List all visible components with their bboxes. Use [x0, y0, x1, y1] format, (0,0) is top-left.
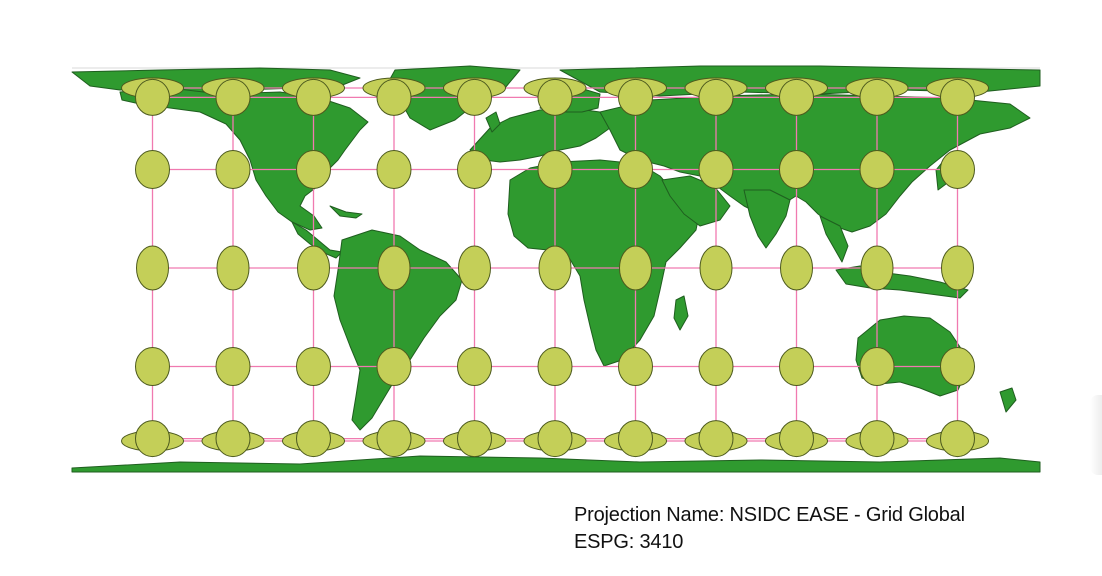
- tissot-ellipse: [215, 420, 251, 458]
- tissot-indicatrix-ellipses: [121, 77, 989, 458]
- new-zealand: [999, 387, 1017, 413]
- tissot-ellipse: [779, 150, 814, 189]
- tissot-ellipse: [376, 78, 412, 116]
- caribbean: [329, 205, 363, 219]
- tissot-ellipse: [537, 347, 573, 386]
- tissot-ellipse: [136, 245, 169, 291]
- southeast-asia: [819, 215, 849, 263]
- madagascar: [673, 295, 689, 331]
- europe: [469, 107, 611, 163]
- projection-name-label: Projection Name: NSIDC EASE - Grid Globa…: [574, 504, 965, 526]
- tissot-ellipse: [458, 245, 491, 291]
- tissot-ellipse: [537, 78, 573, 116]
- south-america: [333, 229, 463, 431]
- tissot-ellipse: [859, 78, 895, 116]
- projection-caption: Projection Name: NSIDC EASE - Grid Globa…: [574, 502, 965, 556]
- tissot-ellipse: [698, 347, 734, 386]
- tissot-ellipse: [296, 78, 331, 116]
- tissot-ellipse: [296, 420, 331, 458]
- tissot-ellipse: [698, 78, 734, 116]
- tissot-ellipse: [940, 347, 975, 386]
- tissot-ellipse: [457, 150, 492, 189]
- tissot-ellipse: [859, 420, 895, 458]
- tissot-ellipse: [538, 245, 572, 291]
- tissot-ellipse: [135, 347, 170, 386]
- tissot-ellipse: [780, 245, 813, 291]
- tissot-ellipse: [376, 150, 412, 189]
- tissot-ellipse: [699, 245, 733, 291]
- antarctica: [71, 455, 1041, 473]
- tissot-ellipse: [216, 245, 250, 291]
- tissot-ellipse: [940, 78, 975, 116]
- tissot-ellipse: [296, 347, 331, 386]
- india: [743, 189, 791, 249]
- tissot-ellipse: [619, 245, 652, 291]
- tissot-ellipse: [537, 150, 573, 189]
- tissot-ellipse: [457, 420, 492, 458]
- tissot-ellipse: [457, 347, 492, 386]
- tissot-ellipse: [618, 150, 653, 189]
- tissot-ellipse: [376, 347, 412, 386]
- tissot-ellipse: [779, 420, 814, 458]
- tissot-ellipse: [859, 150, 895, 189]
- tissot-ellipse: [537, 420, 573, 458]
- edge-shadow: [1090, 395, 1102, 475]
- tissot-ellipse: [618, 420, 653, 458]
- tissot-ellipse: [376, 420, 412, 458]
- projection-code-label: ESPG: 3410: [574, 531, 684, 553]
- tissot-ellipse: [135, 420, 170, 458]
- tissot-ellipse: [457, 78, 492, 116]
- tissot-ellipse: [135, 78, 170, 116]
- tissot-ellipse: [940, 420, 975, 458]
- tissot-ellipse: [215, 347, 251, 386]
- tissot-ellipse: [377, 245, 411, 291]
- tissot-ellipse: [618, 347, 653, 386]
- tissot-ellipse: [135, 150, 170, 189]
- tissot-ellipse: [941, 245, 974, 291]
- tissot-ellipse: [618, 78, 653, 116]
- continents: [71, 65, 1041, 473]
- tissot-ellipse: [297, 245, 330, 291]
- tissot-ellipse: [940, 150, 975, 189]
- central-america: [291, 221, 343, 259]
- tissot-ellipse: [215, 78, 251, 116]
- tissot-ellipse: [698, 420, 734, 458]
- tissot-ellipse: [215, 150, 251, 189]
- tissot-ellipse: [779, 78, 814, 116]
- tissot-ellipse: [698, 150, 734, 189]
- tissot-ellipse: [859, 347, 895, 386]
- tissot-ellipse: [296, 150, 331, 189]
- british-isles: [485, 111, 501, 133]
- tissot-ellipse: [779, 347, 814, 386]
- tissot-ellipse: [860, 245, 894, 291]
